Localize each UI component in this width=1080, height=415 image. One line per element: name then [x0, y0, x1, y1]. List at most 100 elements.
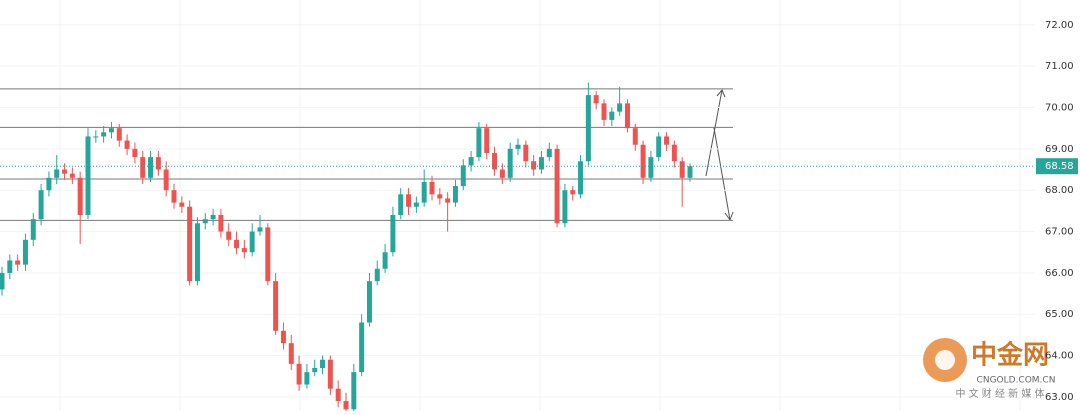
candle-body	[179, 202, 185, 207]
candle-body	[46, 177, 52, 191]
candle-body	[351, 372, 357, 410]
candle-body	[218, 215, 224, 232]
candle-body	[93, 136, 99, 138]
candle-body	[562, 190, 568, 224]
candle-body	[585, 95, 591, 162]
candle-body	[687, 166, 693, 178]
candle-body	[265, 227, 271, 282]
watermark-slogan: 中 文 财 经 新 媒 体	[955, 387, 1044, 400]
candle-body	[210, 215, 216, 220]
watermark-domain: CNGOLD.COM.CN	[977, 376, 1056, 386]
candle-body	[523, 144, 529, 162]
candle-body	[484, 128, 490, 153]
candle-body	[413, 202, 419, 207]
candle-body	[593, 95, 599, 104]
candle-body	[101, 132, 107, 137]
candle-body	[492, 152, 498, 170]
candle-body	[312, 367, 318, 373]
candle-body	[148, 157, 154, 178]
watermark: 中金网 CNGOLD.COM.CN 中 文 财 经 新 媒 体	[923, 338, 1055, 400]
candle-body	[335, 388, 341, 402]
candle-body	[452, 186, 458, 203]
y-tick-label: 71.00	[1045, 61, 1074, 72]
candle-body	[421, 181, 427, 203]
y-tick-label: 72.00	[1045, 20, 1074, 31]
candle-body	[343, 401, 349, 410]
candle-body	[304, 372, 310, 385]
arrows	[705, 89, 734, 222]
candle-body	[507, 148, 513, 178]
candle-body	[7, 260, 13, 273]
candle-body	[671, 144, 677, 162]
candle-body	[601, 103, 607, 120]
candle-body	[155, 157, 161, 170]
candle-body	[531, 161, 537, 170]
y-tick-label: 69.00	[1045, 144, 1074, 155]
candle-body	[85, 136, 91, 216]
candle-body	[640, 144, 646, 178]
candle-body	[429, 181, 435, 195]
candle-body	[15, 260, 21, 265]
candle-body	[22, 239, 28, 265]
candle-body	[77, 177, 83, 216]
candle-body	[664, 136, 670, 145]
candle-body	[374, 268, 380, 282]
candle-body	[30, 219, 36, 240]
y-tick-label: 65.00	[1045, 309, 1074, 320]
candle-body	[554, 148, 560, 224]
candle-body	[476, 128, 482, 158]
candle-body	[538, 157, 544, 170]
candle-body	[398, 194, 404, 216]
candle-body	[163, 169, 169, 191]
candle-body	[108, 128, 114, 133]
candle-body	[320, 359, 326, 368]
candle-body	[226, 231, 232, 240]
candle-body	[648, 157, 654, 178]
candle-body	[171, 190, 177, 203]
last-price-label: 68.58	[1045, 161, 1074, 172]
candle-body	[257, 227, 263, 232]
candle-body	[359, 322, 365, 373]
candle-body	[124, 140, 130, 149]
candle-body	[515, 144, 521, 149]
candle-body	[679, 161, 685, 178]
last-price-box	[1036, 158, 1078, 175]
candle-body	[288, 343, 294, 364]
candle-body	[54, 169, 60, 178]
candle-body	[69, 173, 75, 178]
y-tick-label: 63.00	[1045, 392, 1074, 403]
candle-body	[617, 103, 623, 112]
candle-body	[187, 206, 193, 282]
candle-body	[280, 330, 286, 344]
candle-body	[445, 198, 451, 203]
candle-body	[632, 128, 638, 145]
candle-body	[249, 231, 255, 253]
y-tick-label: 70.00	[1045, 103, 1074, 114]
candle-body	[0, 272, 5, 290]
candle-body	[499, 169, 505, 178]
candle-body	[62, 169, 68, 174]
candle-body	[406, 194, 412, 207]
candle-body	[609, 111, 615, 120]
candle-body	[624, 103, 630, 129]
candle-body	[116, 128, 122, 141]
candle-body	[132, 148, 138, 158]
candle-body	[194, 223, 200, 282]
y-tick-label: 64.00	[1045, 351, 1074, 362]
candle-body	[38, 190, 44, 220]
y-tick-label: 66.00	[1045, 268, 1074, 279]
candle-body	[468, 157, 474, 166]
candle-body	[241, 248, 247, 253]
candle-body	[327, 359, 333, 389]
candle-body	[234, 239, 240, 249]
candle-body	[390, 215, 396, 253]
candle-body	[656, 136, 662, 158]
candle-body	[437, 194, 443, 199]
candle-body	[382, 252, 388, 269]
y-tick-label: 68.00	[1045, 185, 1074, 196]
candle-body	[570, 190, 576, 195]
y-tick-label: 67.00	[1045, 227, 1074, 238]
candle-body	[578, 161, 584, 195]
